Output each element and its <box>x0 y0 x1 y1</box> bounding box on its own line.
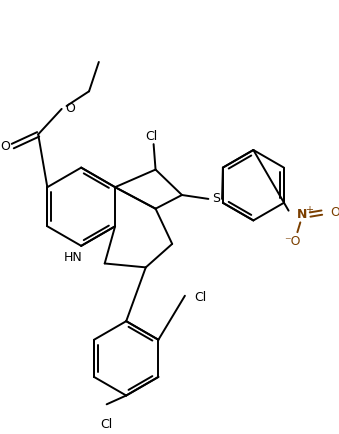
Text: Cl: Cl <box>145 130 158 143</box>
Text: ⁻O: ⁻O <box>284 236 301 248</box>
Text: +: + <box>305 205 313 215</box>
Text: HN: HN <box>64 251 83 264</box>
Text: Cl: Cl <box>195 291 207 304</box>
Text: Cl: Cl <box>101 418 113 431</box>
Text: N: N <box>297 208 307 221</box>
Text: S: S <box>212 192 220 205</box>
Text: O: O <box>65 102 75 115</box>
Text: O: O <box>331 206 339 219</box>
Text: O: O <box>0 140 10 153</box>
